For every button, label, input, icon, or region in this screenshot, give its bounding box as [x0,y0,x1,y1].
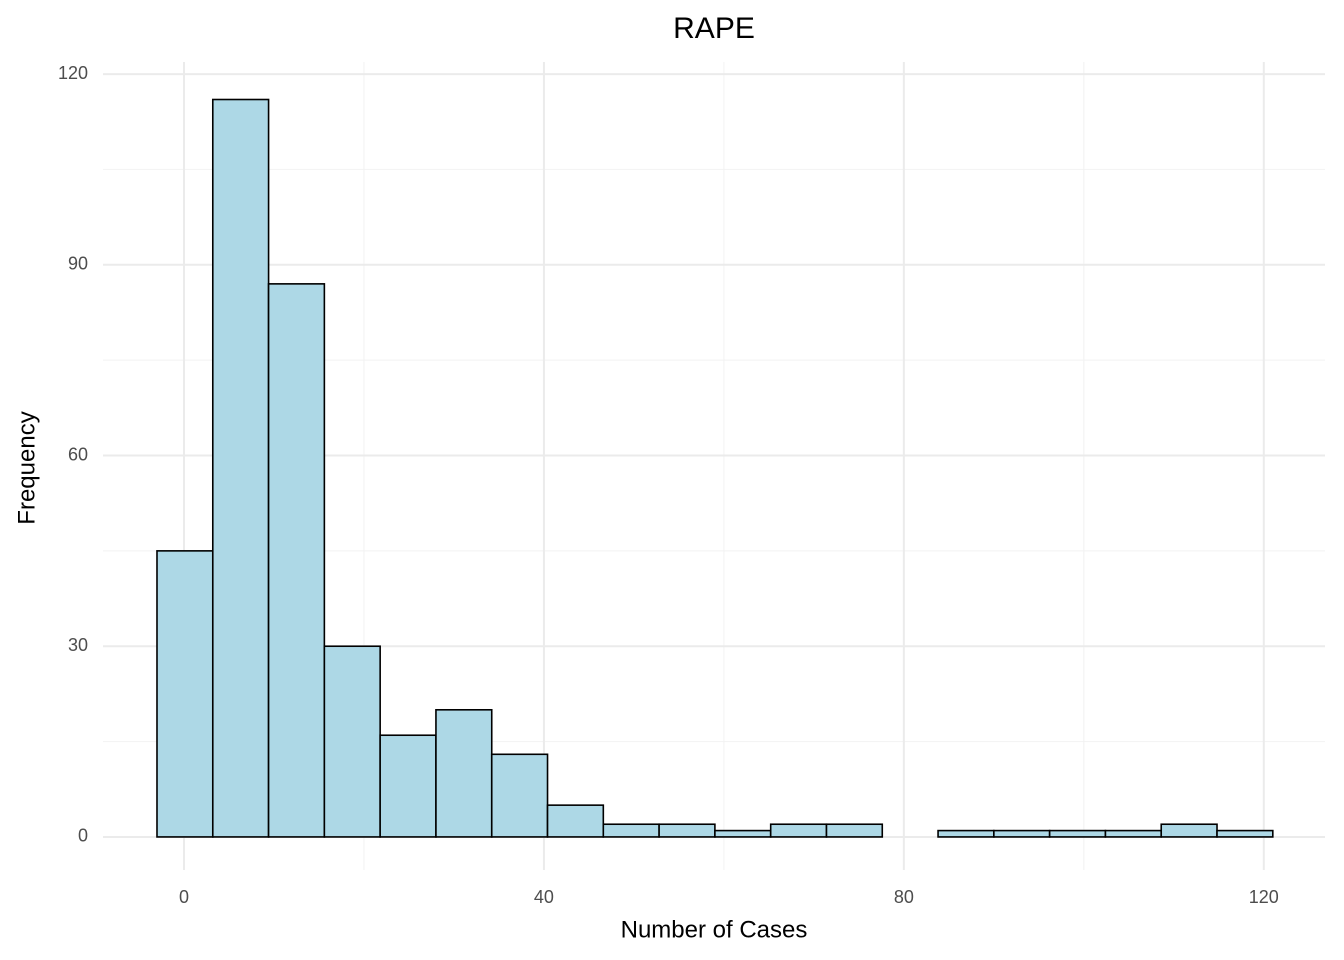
y-tick-label: 90 [68,254,88,274]
bar [546,804,605,838]
bar [156,550,214,838]
bar [993,829,1051,838]
bar [769,823,828,838]
bar [323,645,381,838]
bar [658,823,716,838]
y-tick-label: 0 [78,826,88,846]
x-tick-label: 120 [1249,887,1279,907]
bar [1216,829,1274,838]
x-tick-label: 40 [534,887,554,907]
bar [1048,829,1107,838]
x-tick-label: 0 [179,887,189,907]
bar [1160,823,1218,838]
chart-title: RAPE [673,12,755,45]
bar [490,753,549,838]
bar [714,829,772,838]
bar [267,283,326,838]
y-axis-label: Frequency [13,411,40,524]
y-tick-label: 60 [68,444,88,464]
bar [379,734,437,838]
bar [937,829,995,838]
x-tick-label: 80 [894,887,914,907]
bar [825,823,884,838]
bar [211,98,270,838]
bar [435,708,493,838]
bar [1104,829,1163,838]
y-tick-label: 120 [58,63,88,83]
x-axis-label: Number of Cases [621,916,808,943]
y-tick-label: 30 [68,635,88,655]
bar [602,823,660,838]
